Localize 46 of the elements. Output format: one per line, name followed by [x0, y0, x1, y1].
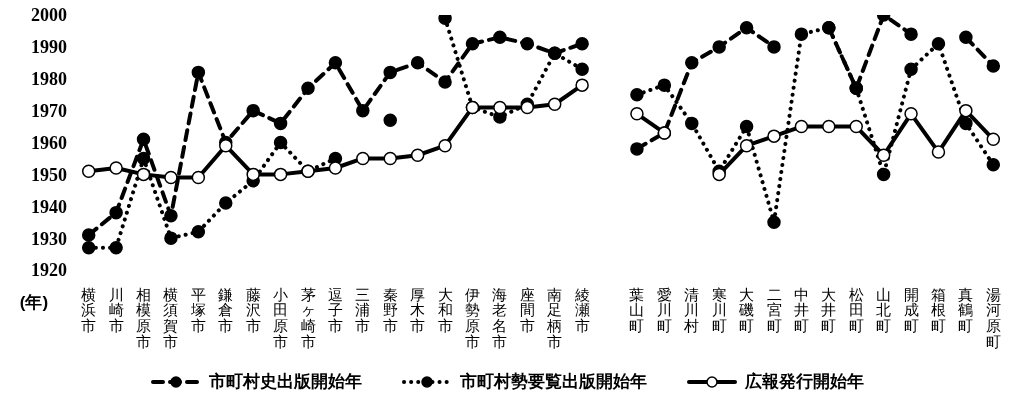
- x-tick-label: 清川村: [683, 285, 700, 334]
- legend-label: 市町村勢要覧出版開始年: [460, 371, 647, 393]
- x-tick-label: 中井町: [793, 285, 809, 334]
- y-axis-title: (年): [19, 293, 49, 312]
- x-tick-label: 伊勢原市: [464, 285, 480, 350]
- y-tick-label: 1960: [31, 132, 67, 153]
- x-tick-label: 綾瀬市: [573, 285, 590, 334]
- x-tick-label: 横須賀市: [163, 285, 179, 350]
- x-tick-label: 愛川町: [656, 285, 672, 334]
- x-tick-label: 座間市: [519, 285, 535, 334]
- x-tick-label: 藤沢市: [245, 285, 261, 334]
- y-tick-label: 1980: [31, 69, 67, 90]
- x-tick-label: 山北町: [876, 285, 892, 334]
- x-tick-label: 厚木市: [410, 285, 426, 334]
- x-tick-label: 秦野市: [382, 285, 398, 334]
- y-tick-label: 1940: [31, 196, 67, 217]
- x-tick-label: 海老名市: [492, 285, 508, 350]
- x-tick-label: 真鶴町: [958, 285, 974, 334]
- x-tick-label: 横浜市: [81, 285, 97, 334]
- x-tick-label: 大磯町: [738, 285, 755, 334]
- x-tick-label: 三浦市: [355, 285, 371, 334]
- y-tick-label: 1920: [31, 260, 67, 281]
- x-tick-label: 大井町: [821, 285, 837, 334]
- x-tick-label: 川崎市: [108, 285, 124, 334]
- x-tick-label: 葉山町: [629, 285, 645, 334]
- x-tick-label: 大和市: [437, 285, 453, 334]
- y-tick-label: 1990: [31, 37, 67, 58]
- x-tick-label: 茅ヶ崎市: [300, 285, 316, 350]
- x-tick-label: 二宮町: [766, 285, 782, 334]
- legend-label: 市町村史出版開始年: [209, 371, 362, 393]
- x-tick-label: 箱根町: [930, 285, 946, 334]
- y-tick-label: 1930: [31, 228, 67, 249]
- y-tick-label: 1970: [31, 101, 67, 122]
- x-tick-label: 逗子市: [327, 285, 343, 334]
- x-tick-label: 寒川町: [711, 285, 727, 334]
- y-tick-label: 1950: [31, 164, 67, 185]
- x-tick-label: 鎌倉市: [218, 285, 234, 334]
- legend-label: 広報発行開始年: [745, 371, 864, 393]
- x-tick-label: 南足柄市: [546, 285, 563, 350]
- x-tick-label: 湯河原町: [985, 285, 1001, 350]
- y-tick-label: 2000: [31, 5, 67, 26]
- x-tick-label: 松田町: [848, 285, 864, 334]
- x-tick-label: 平塚市: [189, 285, 206, 334]
- x-tick-label: 相模原市: [136, 285, 152, 350]
- x-tick-label: 小田原市: [273, 285, 289, 350]
- x-tick-label: 開成町: [903, 285, 919, 334]
